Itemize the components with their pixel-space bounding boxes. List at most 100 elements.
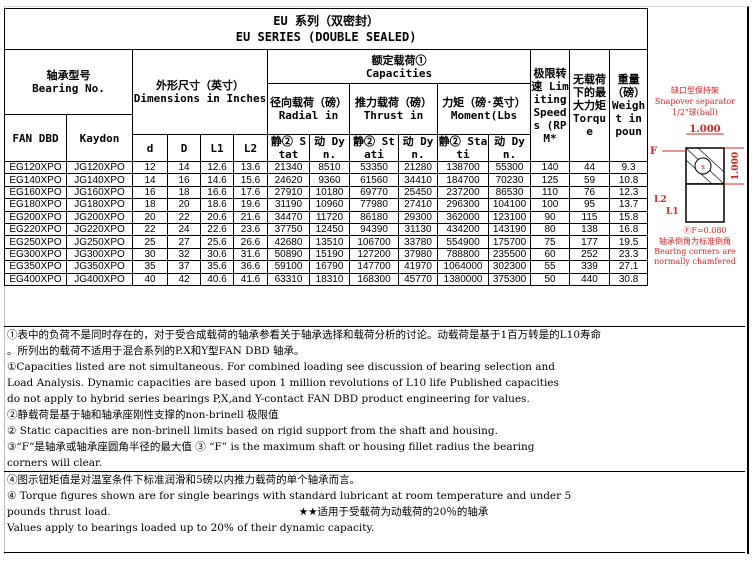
weight-header: 重量（磅）Weight in poun <box>608 49 649 162</box>
thrust-static-cell: 127200 <box>349 247 399 262</box>
moment-dyn-cell: 123100 <box>488 210 531 224</box>
kaydon-cell: JG400XPO <box>66 272 133 286</box>
fan-dbd-cell: EG180XPO <box>4 198 67 212</box>
kaydon-cell: JG140XPO <box>66 173 133 187</box>
kaydon-cell: JG250XPO <box>66 235 133 249</box>
thrust-dyn-cell: 41970 <box>398 260 438 274</box>
dimensions-en: Dimensions in Inches <box>133 92 267 105</box>
L2-cell: 36.6 <box>233 260 268 274</box>
moment-static-cell: 788800 <box>437 247 489 262</box>
weight-cell: 30.8 <box>608 272 649 286</box>
table-row: EG300XPO JG300XPO 30 32 30.6 31.6 50890 15190 12… <box>4 247 649 262</box>
L1-cell: 14.6 <box>200 173 234 187</box>
radial-dyn-cell: 12450 <box>309 222 350 237</box>
radial-dyn-cell: 8510 <box>309 160 350 175</box>
L2-cell: 41.6 <box>233 272 268 286</box>
weight-cell: 15.8 <box>608 210 649 224</box>
footnotes: ①表中的负荷不是同时存在的，对于受合成载荷的轴承参看关于轴承选择和载荷分析的讨论… <box>4 326 745 553</box>
d-cell: 25 <box>132 235 168 249</box>
footnote-line: 。所列出的载荷不适用于混合系列的P.X和Y型FAN DBD 轴承。 <box>7 345 305 357</box>
radial-dyn-cell: 13510 <box>309 235 350 249</box>
table-row: EG120XPO JG120XPO 12 14 12.6 13.6 21340 8510 533… <box>4 160 649 175</box>
thrust-static-cell: 168300 <box>349 272 399 286</box>
weight-cell: 19.5 <box>608 235 649 249</box>
footnotes-1-3: ①表中的负荷不是同时存在的，对于受合成载荷的轴承参看关于轴承选择和载荷分析的讨论… <box>4 327 745 471</box>
L2-cell: 15.6 <box>233 173 268 187</box>
svg-text:x: x <box>701 163 705 171</box>
L1-cell: 12.6 <box>200 160 234 175</box>
fan-dbd-cell: EG300XPO <box>4 247 67 262</box>
weight-cell: 9.3 <box>608 160 649 175</box>
thrust-dyn-cell: 37980 <box>398 247 438 262</box>
radial-dyn-cell: 16790 <box>309 260 350 274</box>
footnote-line: ④图示钮矩值是对温室条件下标准润滑和5磅以内推力载荷的单个轴承而言。 <box>4 472 745 488</box>
moment-static-cell: 1064000 <box>437 260 489 274</box>
bearing-diagram: 缺口型保持架 Snapover separator 1/2"球(ball) 1.… <box>646 8 746 326</box>
radial-static-cell: 37750 <box>267 222 310 237</box>
thrust-static-header: 静② Stati <box>349 134 399 162</box>
moment-dyn-cell: 104100 <box>488 198 531 212</box>
L1-cell: 35.6 <box>200 260 234 274</box>
d-cell: 12 <box>132 160 168 175</box>
radial-static-cell: 34470 <box>267 210 310 224</box>
L1-cell: 20.6 <box>200 210 234 224</box>
radial-static-cell: 42680 <box>267 235 310 249</box>
title-cn: EU 系列（双密封） <box>273 14 379 28</box>
footnote-text: pounds thrust load. <box>7 506 111 518</box>
fan-dbd-cell: EG350XPO <box>4 260 67 274</box>
footnote-text: ④图示钮矩值是对温室条件下标准润滑和5磅以内推力载荷的单个轴承而言。 <box>7 474 361 486</box>
moment-static-cell: 434200 <box>437 222 489 237</box>
radial-dyn-cell: 18310 <box>309 272 350 286</box>
table-row: EG160XPO JG160XPO 16 18 16.6 17.6 27910 10180 69… <box>4 185 649 200</box>
thrust-static-cell: 94390 <box>349 222 399 237</box>
moment-dyn-cell: 375300 <box>488 272 531 286</box>
weight-cell: 16.8 <box>608 222 649 237</box>
fan-dbd-header: FAN DBD <box>4 114 67 162</box>
kaydon-cell: JG160XPO <box>66 185 133 200</box>
thrust-dyn-cell: 31130 <box>398 222 438 237</box>
moment-dyn-cell: 175700 <box>488 235 531 249</box>
speed-header: 极限转速 Limiting Speeds (RPM* <box>530 49 570 162</box>
d-cell: 22 <box>132 222 168 237</box>
radial-dyn-header: 动 Dyn. <box>309 134 350 162</box>
moment-static-cell: 184700 <box>437 173 489 187</box>
thrust-dyn-cell: 29300 <box>398 210 438 224</box>
thrust-static-cell: 69770 <box>349 185 399 200</box>
corners-cn: 轴承倒角为标准倒角 <box>659 236 731 246</box>
height-dim: 1.000 <box>731 152 741 180</box>
table-row: EG220XPO JG220XPO 22 24 22.6 23.6 37750 12450 94… <box>4 222 649 237</box>
L2-cell: 26.6 <box>233 235 268 249</box>
radial-static-cell: 63310 <box>267 272 310 286</box>
footnote-line: ①表中的负荷不是同时存在的，对于受合成载荷的轴承参看关于轴承选择和载荷分析的讨论… <box>7 329 602 341</box>
footnote-line: do not apply to hybrid series bearings P… <box>7 393 530 405</box>
fan-dbd-cell: EG200XPO <box>4 210 67 224</box>
radial-static-cell: 31190 <box>267 198 310 212</box>
torque-cell: 95 <box>569 198 610 212</box>
thrust-static-cell: 106700 <box>349 235 399 249</box>
corners-en-2: normally chamfered <box>654 257 736 266</box>
fan-dbd-cell: EG160XPO <box>4 185 67 200</box>
speed-cell: 90 <box>530 210 570 224</box>
dimensions-header: 外形尺寸（英寸） Dimensions in Inches <box>132 49 268 135</box>
torque-header: 无载荷下的最大力矩 Torque <box>569 49 610 162</box>
speed-cell: 50 <box>530 272 570 286</box>
d-header: d <box>132 134 168 162</box>
kaydon-cell: JG350XPO <box>66 260 133 274</box>
radial-dyn-cell: 11720 <box>309 210 350 224</box>
moment-static-cell: 138700 <box>437 160 489 175</box>
kaydon-cell: JG120XPO <box>66 160 133 175</box>
fan-dbd-cell: EG250XPO <box>4 235 67 249</box>
d-cell: 35 <box>132 260 168 274</box>
D-cell: 16 <box>167 173 201 187</box>
D-cell: 20 <box>167 198 201 212</box>
moment-dyn-cell: 235500 <box>488 247 531 262</box>
footnote-line: ④ Torque figures shown are for single be… <box>4 488 745 504</box>
thrust-dyn-cell: 21280 <box>398 160 438 175</box>
moment-dyn-cell: 302300 <box>488 260 531 274</box>
moment-dyn-cell: 143190 <box>488 222 531 237</box>
L1-label: L1 <box>666 207 679 217</box>
capacities-header: 额定载荷① Capacities <box>267 49 531 84</box>
kaydon-header: Kaydon <box>66 114 133 162</box>
capacities-en: Capacities <box>365 66 433 80</box>
thrust-en: Thrust in <box>363 109 424 122</box>
